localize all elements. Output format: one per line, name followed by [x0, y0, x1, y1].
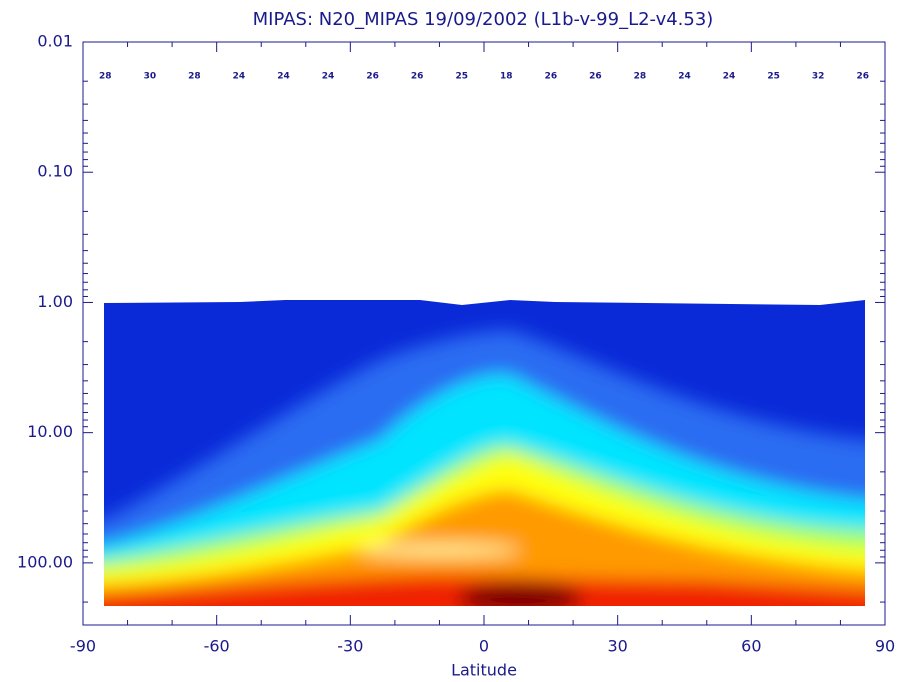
sample-count: 24: [322, 72, 335, 82]
sample-count: 26: [411, 72, 424, 82]
sample-count: 30: [144, 72, 157, 82]
sample-count: 32: [812, 72, 825, 82]
y-tick-label: 10.00: [27, 422, 73, 441]
sample-count: 24: [277, 72, 290, 82]
sample-count: 28: [99, 72, 112, 82]
y-tick-label: 0.10: [37, 162, 73, 181]
contour-field: [104, 300, 865, 606]
sample-count: 26: [545, 72, 558, 82]
y-tick-label: 1.00: [37, 292, 73, 311]
sample-count: 26: [366, 72, 379, 82]
sample-count: 24: [723, 72, 736, 82]
x-tick-label: 0: [479, 637, 489, 656]
x-tick-label: 90: [875, 637, 895, 656]
y-tick-label: 100.00: [17, 552, 73, 571]
x-tick-label: 60: [741, 637, 761, 656]
sample-count: 18: [500, 72, 513, 82]
y-tick-label: 0.01: [37, 32, 73, 51]
sample-count: 26: [589, 72, 602, 82]
sample-count: 26: [856, 72, 869, 82]
sample-count: 25: [767, 72, 780, 82]
sample-count: 25: [455, 72, 468, 82]
x-tick-label: -90: [70, 637, 96, 656]
sample-count: 24: [233, 72, 246, 82]
x-tick-label: -30: [337, 637, 363, 656]
sample-count: 28: [634, 72, 647, 82]
sample-count: 24: [678, 72, 691, 82]
x-tick-label: 30: [607, 637, 627, 656]
sample-count: 28: [188, 72, 201, 82]
x-tick-label: -60: [204, 637, 230, 656]
chart-title: MIPAS: N20_MIPAS 19/09/2002 (L1b-v-99_L2…: [253, 9, 714, 30]
x-axis-label: Latitude: [451, 661, 517, 680]
